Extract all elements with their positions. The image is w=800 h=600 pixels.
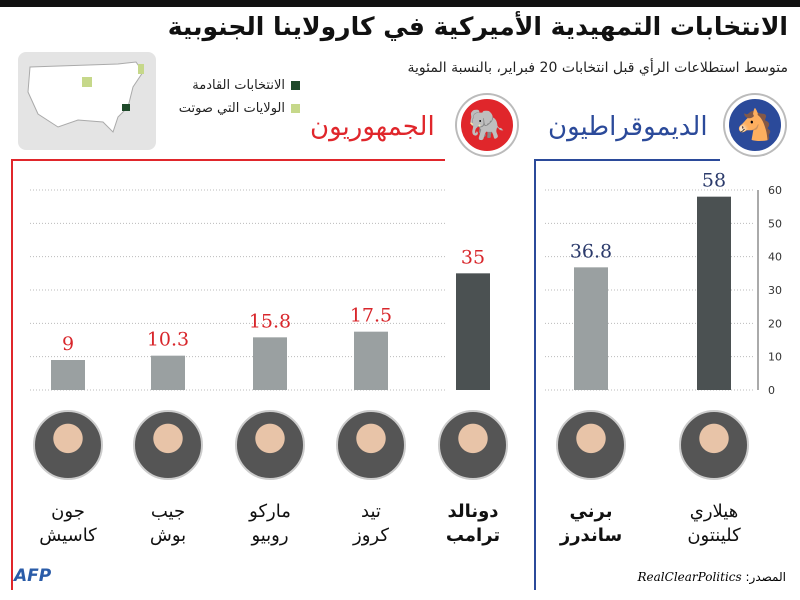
afp-logo: AFP: [14, 566, 52, 586]
last-name: كاسيش: [39, 525, 97, 546]
first-name: برني: [569, 501, 613, 522]
candidate-name: دونالد ترامب: [423, 500, 523, 548]
bar: [354, 331, 388, 390]
candidate-name: هيلاري كلينتون: [664, 500, 764, 548]
y-tick-label: 10: [768, 351, 782, 364]
candidate-photo: [679, 410, 749, 480]
first-name: دونالد: [447, 501, 499, 522]
republican-heading: الجمهوريون: [310, 112, 435, 142]
legend-voted: الولايات التي صوتت: [179, 101, 300, 116]
bar-value-label: 36.8: [570, 240, 612, 262]
last-name: كروز: [353, 525, 389, 546]
candidate-photo: [235, 410, 305, 480]
y-tick-label: 20: [768, 317, 782, 330]
top-bar: [0, 0, 800, 7]
elephant-icon: 🐘: [457, 95, 517, 155]
y-tick-label: 0: [768, 384, 775, 397]
first-name: جيب: [150, 501, 186, 522]
y-tick-label: 60: [768, 184, 782, 197]
bar: [574, 267, 608, 390]
candidate-name: تيد كروز: [321, 500, 421, 548]
candidate-photo: [438, 410, 508, 480]
first-name: هيلاري: [689, 501, 739, 522]
democrat-frame: [534, 159, 720, 590]
us-map: [18, 52, 156, 150]
y-tick-label: 30: [768, 284, 782, 297]
bar-value-label: 15.8: [249, 310, 291, 332]
donkey-icon: 🐴: [725, 95, 785, 155]
last-name: كلينتون: [687, 525, 741, 546]
candidate-name: جيب بوش: [118, 500, 218, 548]
last-name: بوش: [149, 525, 187, 546]
y-tick-label: 50: [768, 217, 782, 230]
source-name: RealClearPolitics: [637, 570, 742, 584]
last-name: روبيو: [251, 525, 289, 546]
first-name: جون: [51, 501, 85, 522]
last-name: ساندرز: [559, 525, 623, 546]
candidate-photo: [133, 410, 203, 480]
legend-swatch: [291, 81, 300, 90]
page-title: الانتخابات التمهيدية الأميركية في كارولا…: [167, 12, 788, 41]
bar-value-label: 35: [461, 246, 485, 268]
last-name: ترامب: [445, 525, 501, 546]
source-note: المصدر: RealClearPolitics: [638, 570, 786, 584]
bar: [151, 355, 185, 390]
first-name: تيد: [361, 501, 381, 522]
legend-swatch: [291, 104, 300, 113]
legend-upcoming: الانتخابات القادمة: [192, 78, 300, 93]
candidate-name: برني ساندرز: [541, 500, 641, 548]
candidate-name: ماركو روبيو: [220, 500, 320, 548]
bar: [697, 196, 731, 390]
source-label: المصدر:: [745, 570, 786, 584]
bar: [253, 337, 287, 390]
y-tick-label: 40: [768, 251, 782, 264]
republican-frame: [11, 159, 445, 590]
legend-label: الانتخابات القادمة: [192, 78, 285, 93]
candidate-photo: [33, 410, 103, 480]
bar-value-label: 58: [702, 170, 726, 192]
bar: [456, 273, 490, 390]
subtitle: متوسط استطلاعات الرأي قبل انتخابات 20 فب…: [407, 60, 788, 76]
bar-value-label: 9: [62, 333, 74, 355]
democrat-heading: الديموقراطيون: [548, 112, 708, 142]
candidate-photo: [336, 410, 406, 480]
first-name: ماركو: [249, 501, 291, 522]
legend-label: الولايات التي صوتت: [178, 101, 285, 116]
bar: [51, 360, 85, 390]
bar-value-label: 10.3: [147, 329, 189, 351]
us-map-icon: [27, 61, 144, 133]
bar-value-label: 17.5: [350, 305, 392, 327]
candidate-name: جون كاسيش: [18, 500, 118, 548]
candidate-photo: [556, 410, 626, 480]
